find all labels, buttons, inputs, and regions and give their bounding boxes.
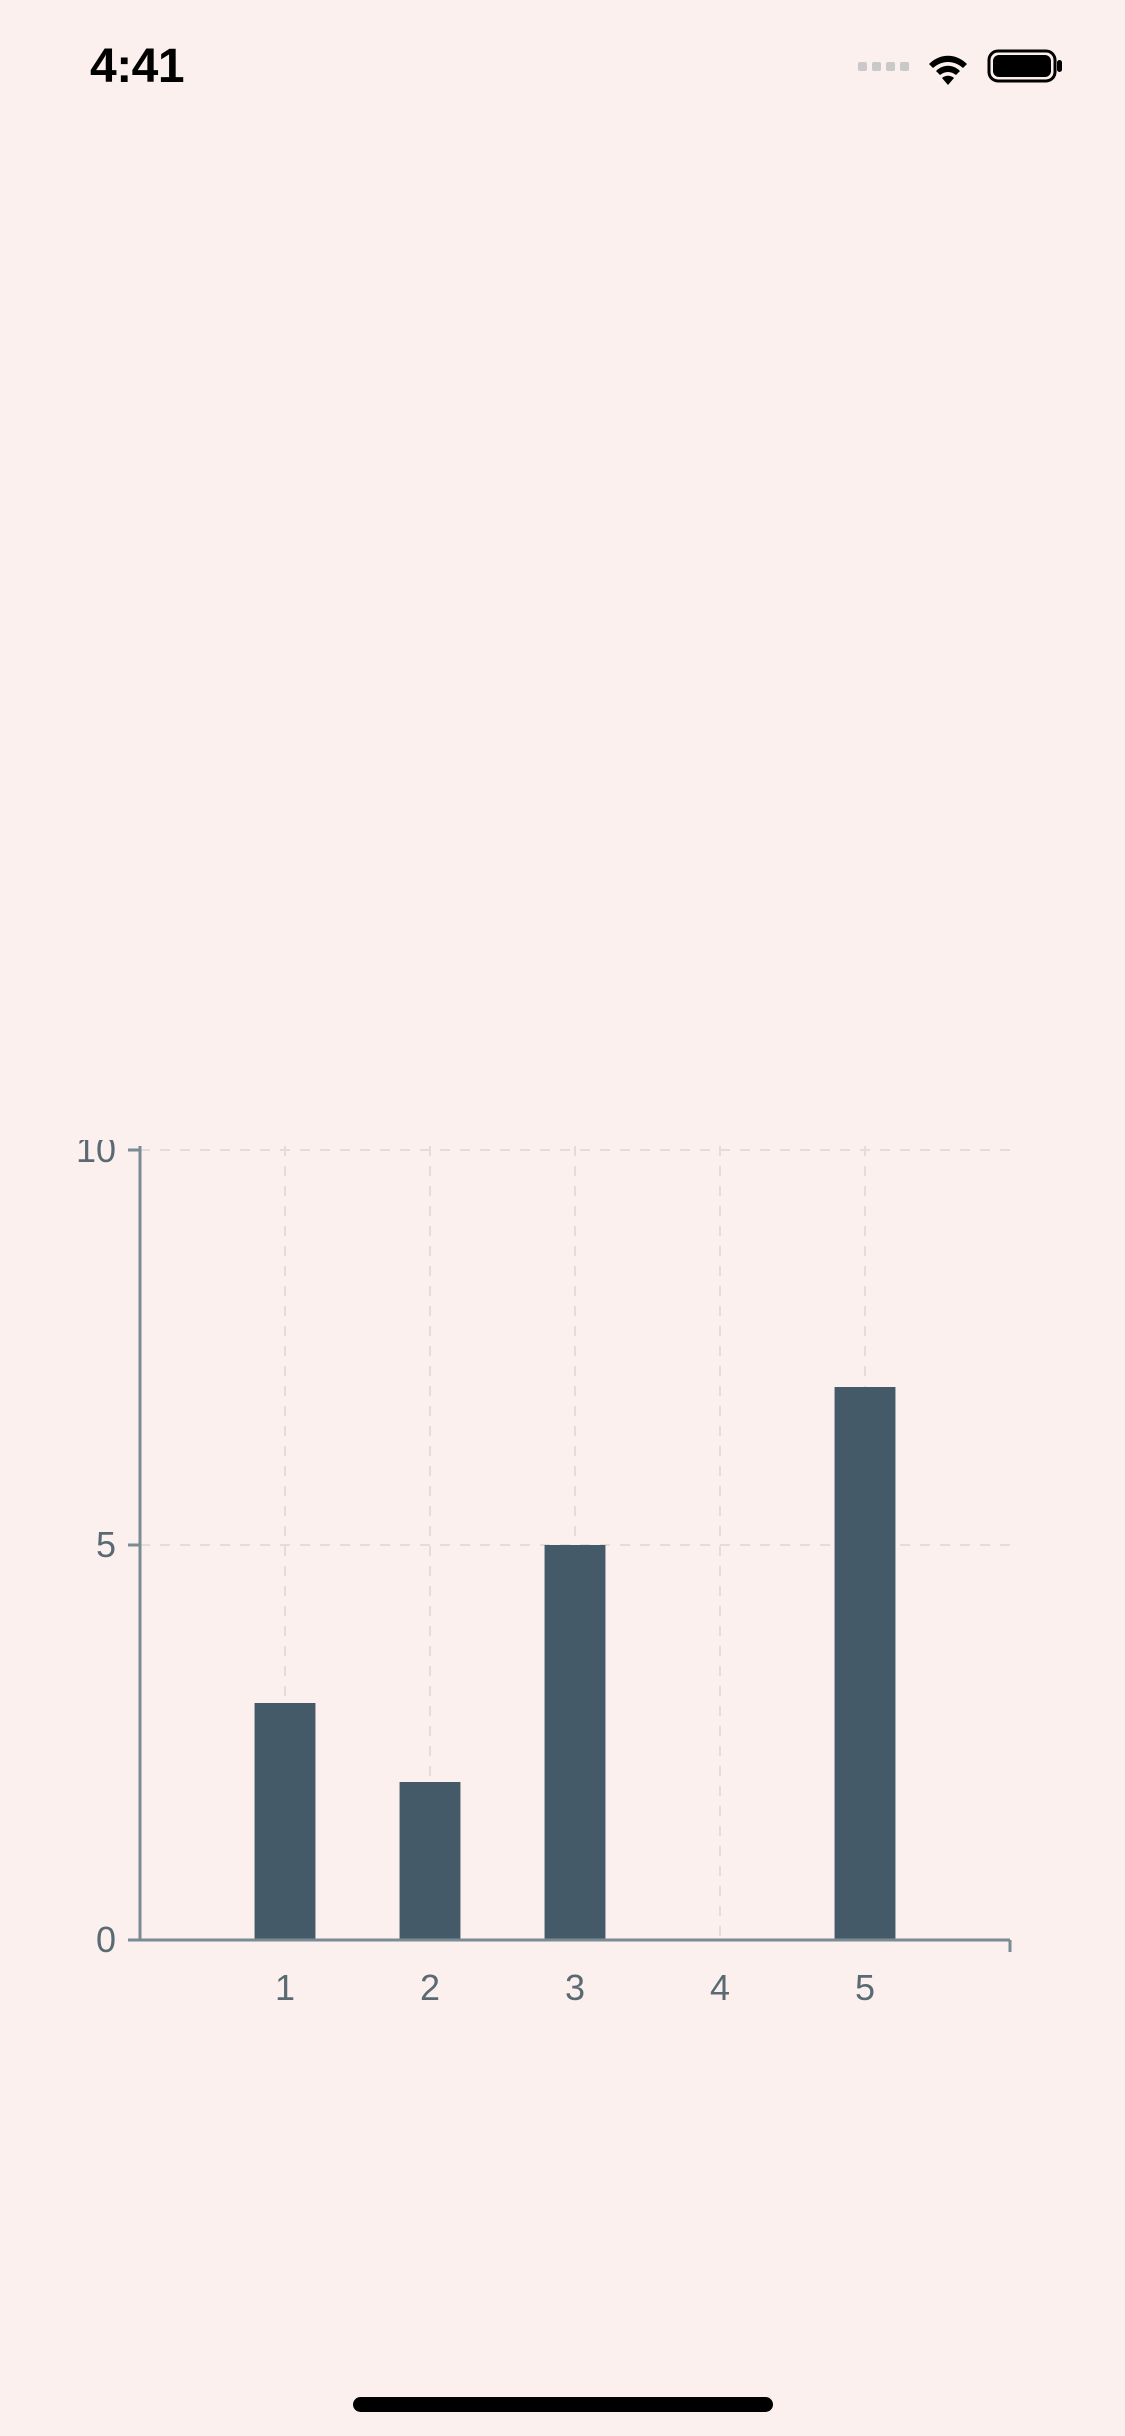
bar [400,1782,461,1940]
bar [255,1703,316,1940]
signal-dots-icon [858,62,909,71]
bar [545,1545,606,1940]
x-tick-label: 4 [710,1967,730,2008]
status-time: 4:41 [90,39,184,94]
x-tick-label: 3 [565,1967,585,2008]
home-indicator [353,2397,773,2412]
y-tick-label: 10 [76,1140,116,1170]
screen: 4:41 [0,0,1125,2436]
x-tick-label: 2 [420,1967,440,2008]
wifi-icon [923,47,973,85]
status-right [858,47,1065,85]
battery-icon [987,47,1065,85]
y-tick-label: 5 [96,1524,116,1565]
status-bar: 4:41 [0,0,1125,132]
x-tick-label: 1 [275,1967,295,2008]
x-tick-label: 5 [855,1967,875,2008]
bar-chart: 0 5 10 1 2 3 4 5 [75,1140,1055,2180]
bar [835,1387,896,1940]
chart-svg: 0 5 10 1 2 3 4 5 [75,1140,1055,2180]
y-tick-label: 0 [96,1919,116,1960]
